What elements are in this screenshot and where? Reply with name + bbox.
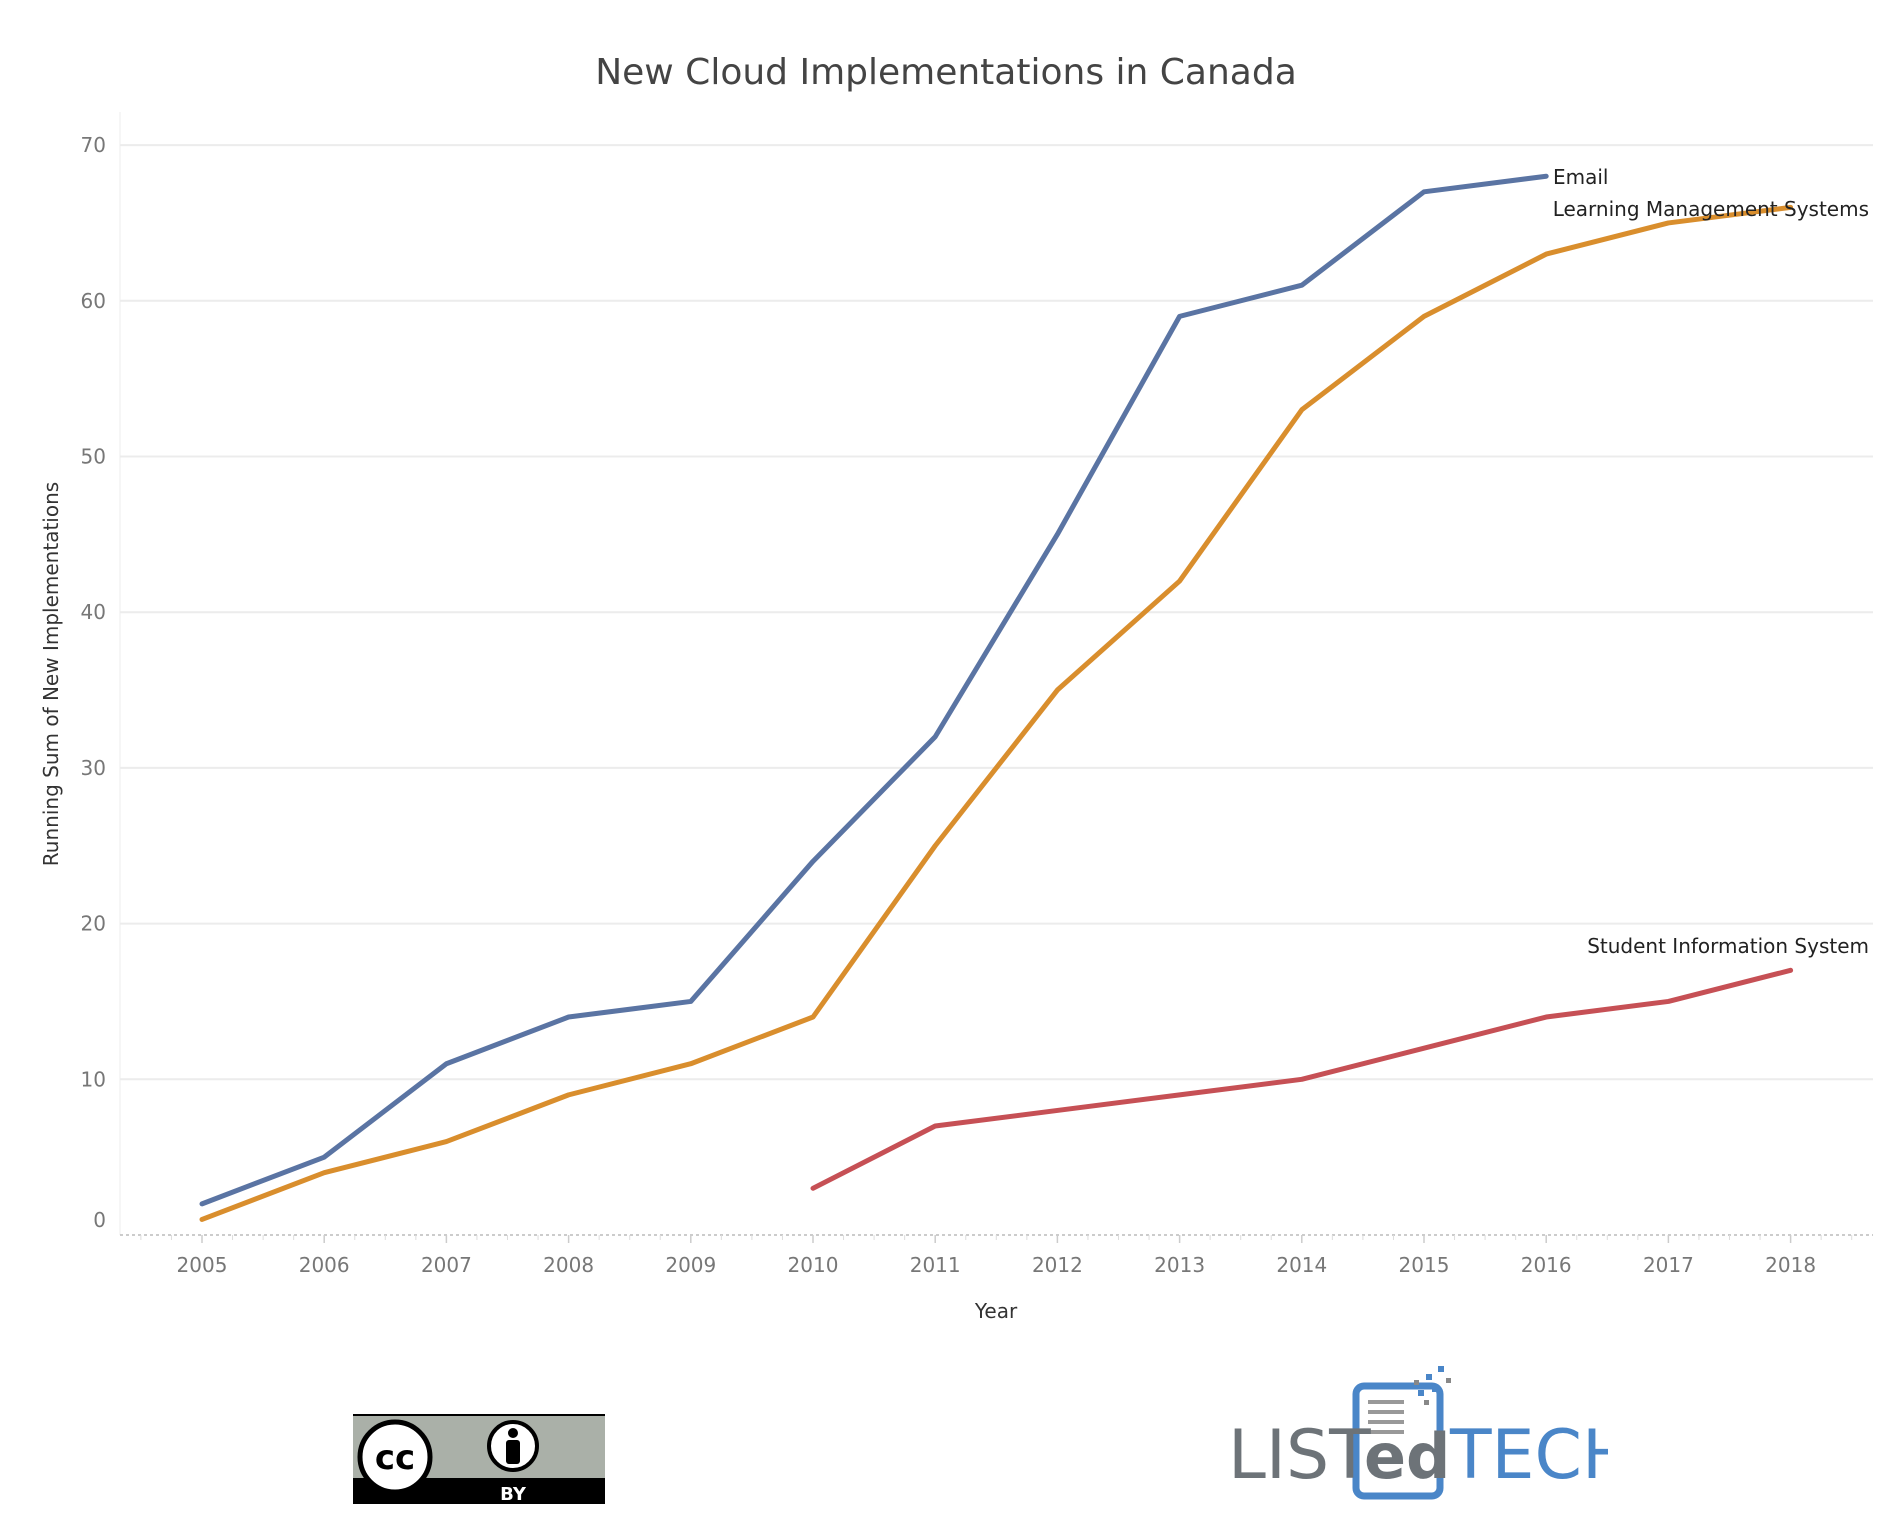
y-tick-label: 60 — [81, 289, 106, 313]
series-label: Learning Management Systems — [1553, 197, 1869, 221]
chart-title: New Cloud Implementations in Canada — [595, 52, 1297, 93]
x-tick-label: 2018 — [1765, 1253, 1816, 1277]
y-tick-label: 50 — [81, 445, 106, 469]
x-tick-label: 2011 — [910, 1253, 961, 1277]
y-tick-label: 30 — [81, 756, 106, 780]
x-tick-label: 2009 — [665, 1253, 716, 1277]
series-line-email — [199, 173, 1549, 1207]
y-tick-label: 0 — [93, 1208, 106, 1232]
x-tick-label: 2012 — [1032, 1253, 1083, 1277]
svg-text:BY: BY — [500, 1484, 527, 1504]
y-tick-label: 40 — [81, 600, 106, 624]
listedtech-logo: LIST ed TECH — [1228, 1360, 1633, 1500]
x-tick-label: 2014 — [1276, 1253, 1327, 1277]
x-tick-label: 2005 — [177, 1253, 228, 1277]
series-label: Email — [1553, 165, 1609, 189]
x-tick-label: 2010 — [788, 1253, 839, 1277]
y-tick-label: 10 — [81, 1067, 106, 1091]
series-label: Student Information System — [1587, 934, 1869, 958]
svg-text:cc: cc — [375, 1438, 415, 1478]
x-tick-label: 2007 — [421, 1253, 472, 1277]
x-tick-label: 2006 — [299, 1253, 350, 1277]
y-tick-label: 70 — [81, 133, 106, 157]
cc-by-license-logo: cc BY — [353, 1414, 605, 1505]
x-tick-label: 2015 — [1399, 1253, 1450, 1277]
svg-text:ed: ed — [1364, 1420, 1450, 1493]
x-axis-label: Year — [974, 1299, 1018, 1323]
svg-text:LIST: LIST — [1228, 1416, 1371, 1495]
series-line-learning-management-systems — [199, 204, 1794, 1222]
x-tick-label: 2016 — [1521, 1253, 1572, 1277]
y-axis-label: Running Sum of New Implementations — [39, 482, 63, 866]
x-tick-label: 2013 — [1154, 1253, 1205, 1277]
y-tick-label: 20 — [81, 912, 106, 936]
x-tick-label: 2017 — [1643, 1253, 1694, 1277]
svg-text:TECH: TECH — [1449, 1416, 1608, 1495]
x-tick-label: 2008 — [543, 1253, 594, 1277]
